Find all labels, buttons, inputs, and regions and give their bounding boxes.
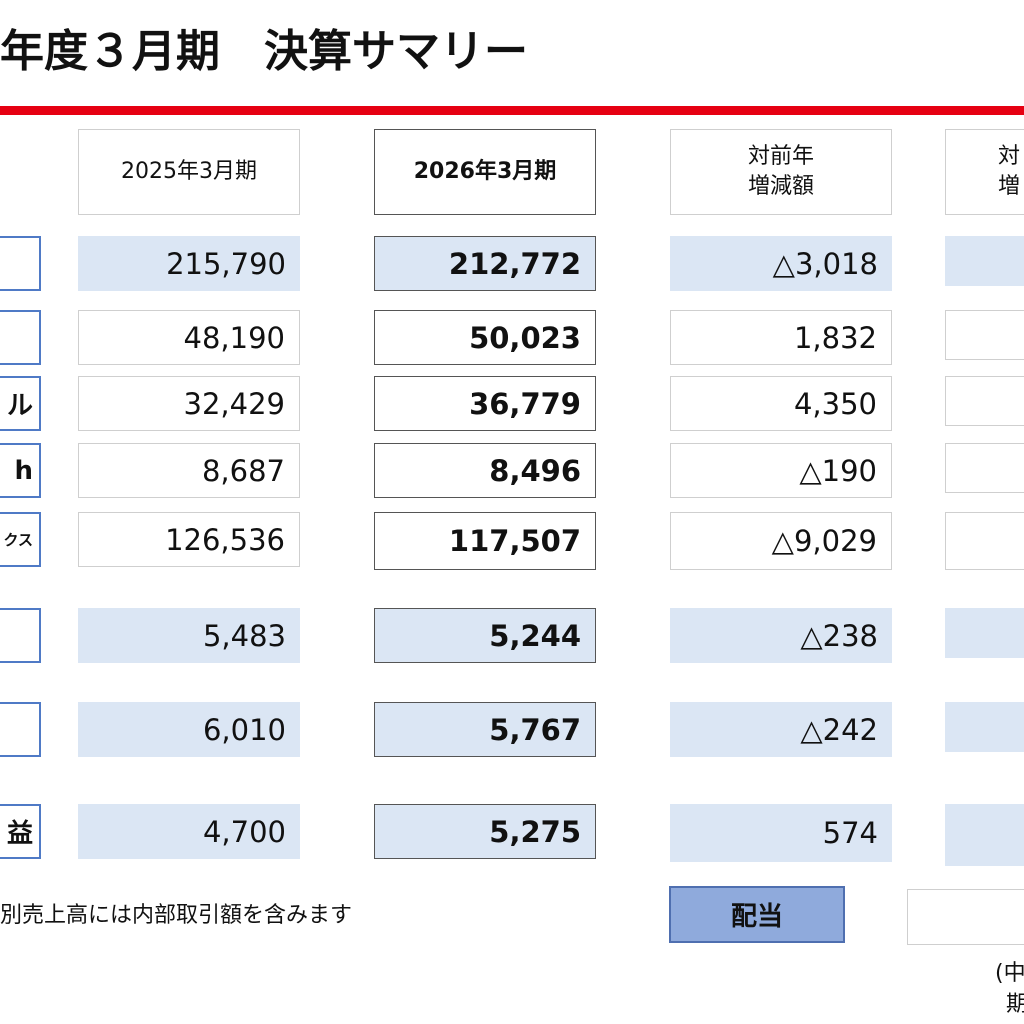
cell-fy2026: 117,507 bbox=[374, 512, 596, 570]
cell-diff: △190 bbox=[670, 443, 892, 498]
header-fy2025: 2025年3月期 bbox=[78, 129, 300, 215]
cell-fy2026: 8,496 bbox=[374, 443, 596, 498]
cell-partial bbox=[945, 512, 1024, 570]
footnote: 別売上高には内部取引額を含みます bbox=[0, 903, 353, 928]
row-label-4: クス bbox=[0, 512, 41, 567]
cell-diff: 4,350 bbox=[670, 376, 892, 431]
cell-fy2025: 5,483 bbox=[78, 608, 300, 663]
cell-fy2025: 32,429 bbox=[78, 376, 300, 431]
row-label-1 bbox=[0, 310, 41, 365]
row-label-7: 益 bbox=[0, 804, 41, 859]
header-fy2025-label: 2025年3月期 bbox=[121, 159, 257, 184]
header-partial-line1: 対 bbox=[998, 144, 1021, 169]
cell-fy2026: 5,275 bbox=[374, 804, 596, 859]
dividend-button[interactable]: 配当 bbox=[669, 886, 845, 943]
cell-fy2026: 50,023 bbox=[374, 310, 596, 365]
cell-diff: △242 bbox=[670, 702, 892, 757]
row-label-3: h bbox=[0, 443, 41, 498]
row-label-2: ル bbox=[0, 376, 41, 431]
cell-fy2026: 212,772 bbox=[374, 236, 596, 291]
cell-diff: △9,029 bbox=[670, 512, 892, 570]
cell-partial bbox=[945, 443, 1024, 493]
header-yoy-diff-line1: 対前年 bbox=[747, 144, 814, 169]
cell-fy2025: 8,687 bbox=[78, 443, 300, 498]
page-title: 年度３月期 決算サマリー bbox=[0, 26, 528, 77]
cell-diff: △3,018 bbox=[670, 236, 892, 291]
cell-fy2025: 48,190 bbox=[78, 310, 300, 365]
header-yoy-diff-line2: 増減額 bbox=[747, 174, 814, 199]
cell-partial bbox=[945, 608, 1024, 658]
cell-partial bbox=[945, 804, 1024, 866]
cell-fy2025: 215,790 bbox=[78, 236, 300, 291]
cell-diff: 574 bbox=[670, 804, 892, 862]
header-partial: 対 増 bbox=[945, 129, 1024, 215]
cell-diff: △238 bbox=[670, 608, 892, 663]
dividend-button-label: 配当 bbox=[730, 902, 783, 932]
cell-partial bbox=[945, 702, 1024, 752]
cell-fy2025: 4,700 bbox=[78, 804, 300, 859]
footer-note-line2: 期 bbox=[1006, 992, 1024, 1017]
header-yoy-diff: 対前年 増減額 bbox=[670, 129, 892, 215]
cell-partial bbox=[945, 236, 1024, 286]
header-partial-line2: 増 bbox=[998, 174, 1021, 199]
row-label-0 bbox=[0, 236, 41, 291]
cell-diff: 1,832 bbox=[670, 310, 892, 365]
title-divider bbox=[0, 106, 1024, 115]
cell-fy2026: 5,767 bbox=[374, 702, 596, 757]
cell-fy2025: 126,536 bbox=[78, 512, 300, 567]
cell-partial bbox=[945, 376, 1024, 426]
cell-partial bbox=[945, 310, 1024, 360]
footer-note-line1: (中 bbox=[995, 961, 1024, 986]
header-fy2026: 2026年3月期 bbox=[374, 129, 596, 215]
row-label-6 bbox=[0, 702, 41, 757]
header-fy2026-label: 2026年3月期 bbox=[413, 159, 557, 184]
cell-fy2025: 6,010 bbox=[78, 702, 300, 757]
cell-fy2026: 5,244 bbox=[374, 608, 596, 663]
cell-fy2026: 36,779 bbox=[374, 376, 596, 431]
row-label-5 bbox=[0, 608, 41, 663]
dividend-value-box bbox=[907, 889, 1024, 945]
